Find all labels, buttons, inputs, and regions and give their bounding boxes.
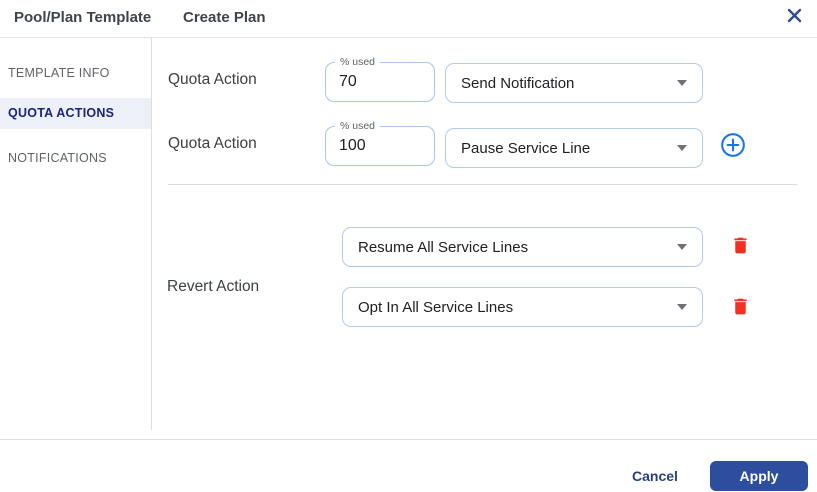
footer-divider — [0, 439, 817, 440]
section-divider — [168, 184, 797, 185]
sidebar-item-template-info[interactable]: TEMPLATE INFO — [8, 66, 110, 80]
close-button[interactable] — [783, 6, 805, 28]
dialog-header: Pool/Plan Template Create Plan — [0, 0, 817, 38]
percent-used-input-2[interactable] — [339, 128, 423, 164]
dialog-subtitle-create-plan: Create Plan — [183, 9, 266, 26]
revert-action-select-2[interactable]: Opt In All Service Lines — [342, 287, 703, 327]
cancel-button[interactable]: Cancel — [622, 463, 688, 489]
caret-down-icon — [677, 244, 687, 250]
revert-action-select-2-value: Opt In All Service Lines — [358, 298, 514, 316]
trash-icon — [730, 234, 751, 260]
revert-action-label: Revert Action — [167, 278, 260, 295]
plus-circle-icon — [720, 132, 746, 161]
delete-revert-action-button-2[interactable] — [729, 296, 751, 320]
quota-action-select-2-value: Pause Service Line — [461, 139, 591, 157]
quota-action-label-1: Quota Action — [168, 71, 257, 88]
close-icon — [787, 8, 802, 26]
sidebar-item-quota-actions[interactable]: QUOTA ACTIONS — [0, 98, 151, 129]
percent-used-field-1: % used — [325, 55, 435, 102]
quota-action-select-1[interactable]: Send Notification — [445, 63, 703, 103]
add-quota-action-button[interactable] — [719, 132, 747, 160]
apply-button[interactable]: Apply — [710, 461, 808, 491]
quota-action-select-1-value: Send Notification — [461, 74, 575, 92]
caret-down-icon — [677, 80, 687, 86]
percent-used-field-2: % used — [325, 119, 435, 166]
sidebar-item-notifications[interactable]: NOTIFICATIONS — [8, 151, 107, 165]
revert-action-select-1-value: Resume All Service Lines — [358, 238, 529, 256]
dialog-sidebar: TEMPLATE INFO QUOTA ACTIONS NOTIFICATION… — [0, 38, 152, 430]
caret-down-icon — [677, 145, 687, 151]
caret-down-icon — [677, 304, 687, 310]
quota-action-label-2: Quota Action — [168, 135, 257, 152]
percent-used-input-1[interactable] — [339, 64, 423, 100]
revert-action-select-1[interactable]: Resume All Service Lines — [342, 227, 703, 267]
trash-icon — [730, 295, 751, 321]
dialog-title: Pool/Plan Template — [14, 9, 152, 26]
delete-revert-action-button-1[interactable] — [729, 235, 751, 259]
quota-action-select-2[interactable]: Pause Service Line — [445, 128, 703, 168]
